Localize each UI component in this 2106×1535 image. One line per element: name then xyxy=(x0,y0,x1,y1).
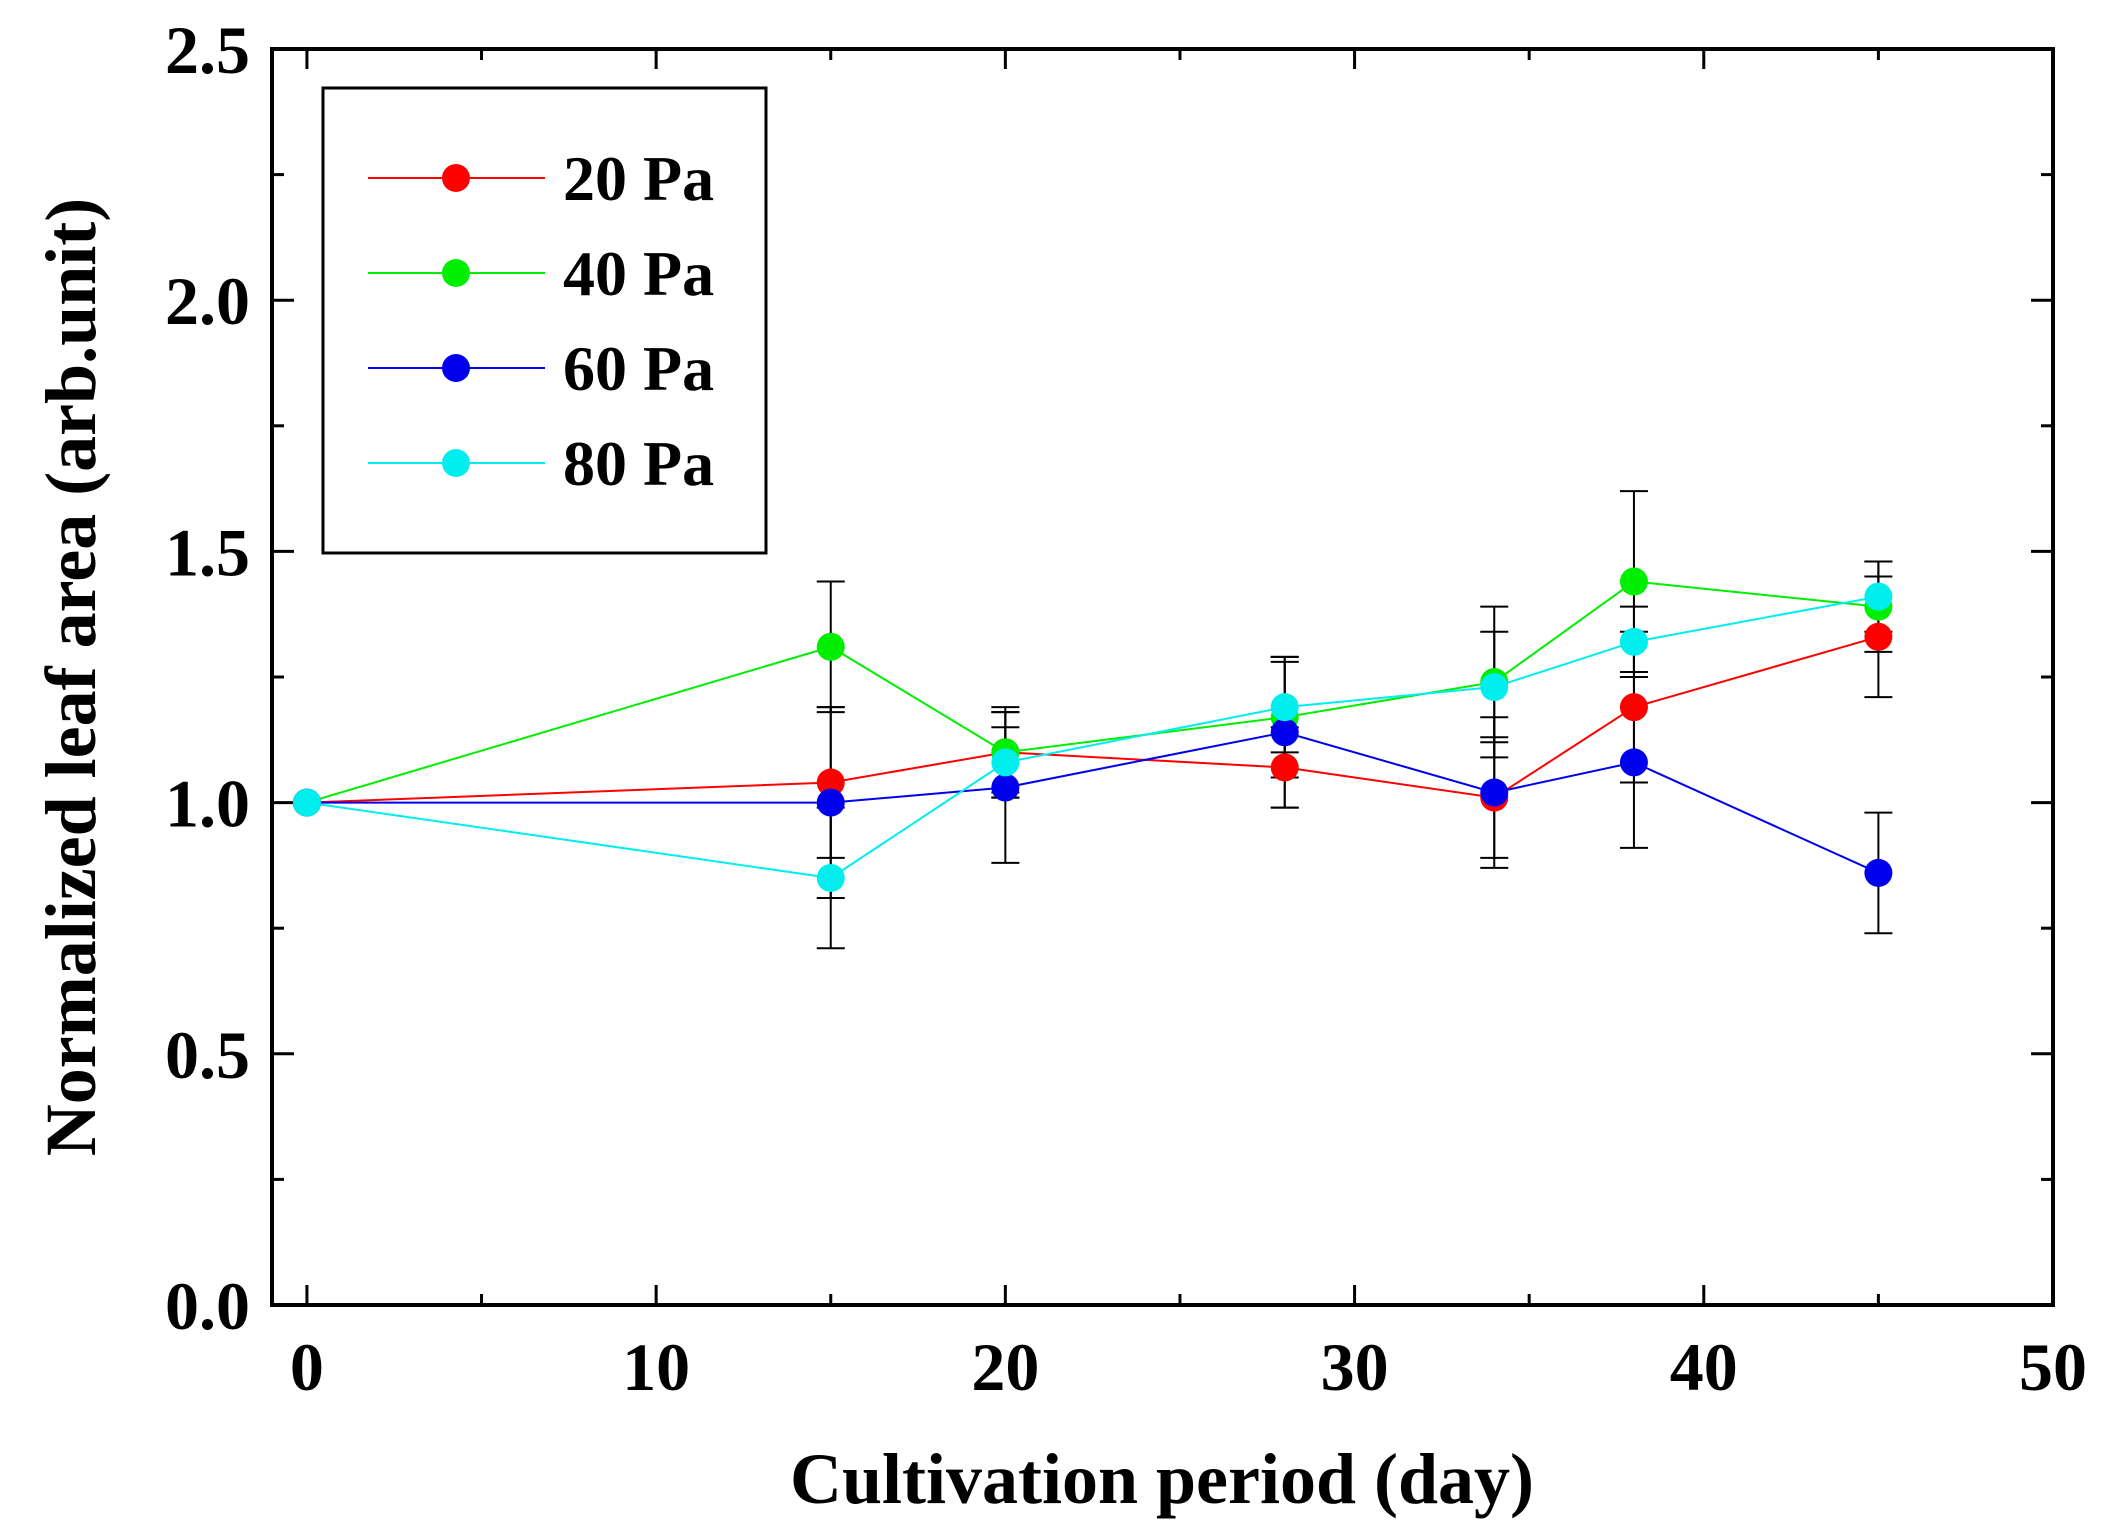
x-tick-label: 30 xyxy=(1321,1329,1389,1405)
data-point-20-pa xyxy=(1270,753,1299,782)
x-tick-label: 0 xyxy=(290,1329,324,1405)
x-axis-title: Cultivation period (day) xyxy=(790,1439,1534,1519)
data-point-80-pa xyxy=(1619,627,1648,656)
data-point-60-pa xyxy=(1270,718,1299,747)
legend-box xyxy=(321,86,768,555)
data-point-80-pa xyxy=(816,863,845,892)
legend-label-60-pa: 60 Pa xyxy=(563,333,714,404)
plot-frame xyxy=(270,47,2055,1307)
legend-label-20-pa: 20 Pa xyxy=(563,143,714,214)
y-tick-label: 0.5 xyxy=(165,1017,250,1093)
legend-label-80-pa: 80 Pa xyxy=(563,428,714,499)
data-point-80-pa xyxy=(1270,693,1299,722)
legend-marker-80-pa xyxy=(442,449,470,477)
x-tick-label: 50 xyxy=(2019,1329,2087,1405)
data-point-60-pa xyxy=(816,788,845,817)
legend-marker-60-pa xyxy=(442,354,470,382)
data-point-20-pa xyxy=(1619,693,1648,722)
legend: 20 Pa 40 Pa 60 Pa 80 Pa xyxy=(321,86,768,555)
legend-label-40-pa: 40 Pa xyxy=(563,238,714,309)
y-tick-label: 2.5 xyxy=(165,12,250,88)
y-tick-label: 1.5 xyxy=(165,514,250,590)
series-line-20-pa xyxy=(306,635,1879,804)
data-point-40-pa xyxy=(816,632,845,661)
data-point-20-pa xyxy=(1864,622,1893,651)
data-point-60-pa xyxy=(1619,748,1648,777)
x-tick-label: 20 xyxy=(971,1329,1039,1405)
legend-marker-40-pa xyxy=(442,259,470,287)
data-point-80-pa xyxy=(1480,673,1509,702)
data-point-80-pa xyxy=(292,788,321,817)
data-point-80-pa xyxy=(1864,582,1893,611)
y-tick-label: 0.0 xyxy=(165,1268,250,1344)
x-tick-label: 10 xyxy=(622,1329,690,1405)
data-point-40-pa xyxy=(1619,567,1648,596)
data-point-60-pa xyxy=(1480,778,1509,807)
legend-marker-20-pa xyxy=(442,164,470,192)
y-tick-label: 1.0 xyxy=(165,766,250,842)
x-tick-label: 40 xyxy=(1670,1329,1738,1405)
y-axis-title: Normalized leaf area (arb.unit) xyxy=(31,198,111,1156)
data-point-60-pa xyxy=(1864,858,1893,887)
data-point-60-pa xyxy=(991,773,1020,802)
data-point-20-pa xyxy=(816,768,845,797)
y-tick-label: 2.0 xyxy=(165,263,250,339)
data-point-80-pa xyxy=(991,748,1020,777)
